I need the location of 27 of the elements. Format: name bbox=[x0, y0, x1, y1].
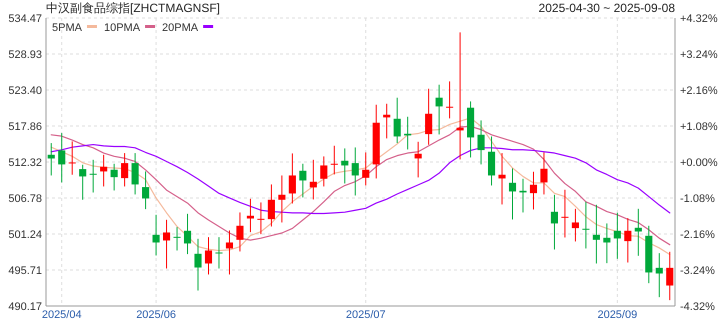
y-tick-label: 495.71 bbox=[8, 264, 42, 277]
y-tick-label: 534.47 bbox=[8, 13, 42, 25]
y-tick-label: 523.40 bbox=[8, 84, 42, 97]
chart-title: 中汉副食品综指[ZHCTMAGNSF] bbox=[46, 1, 220, 15]
y2-tick-label: +4.32% bbox=[680, 13, 718, 25]
x-tick-label: 2025/09 bbox=[597, 309, 638, 320]
y2-tick-label: +1.08% bbox=[680, 121, 718, 133]
y2-tick-label: -4.32% bbox=[680, 301, 716, 313]
legend-label: 5PMA bbox=[52, 22, 83, 34]
y-tick-label: 528.93 bbox=[8, 49, 42, 62]
x-tick-label: 2025/06 bbox=[136, 309, 176, 320]
y2-tick-label: +0.00% bbox=[680, 157, 718, 169]
chart-subtitle: 2025-04-30 ~ 2025-09-08 bbox=[538, 1, 676, 15]
y2-tick-label: +2.16% bbox=[680, 85, 718, 97]
y-tick-label: 506.78 bbox=[8, 193, 42, 206]
legend-label: 20PMA bbox=[162, 22, 199, 34]
y-tick-label: 501.24 bbox=[8, 229, 42, 242]
y2-tick-label: +3.24% bbox=[680, 49, 718, 61]
y-tick-label: 517.86 bbox=[8, 120, 42, 133]
y-tick-label: 512.32 bbox=[8, 157, 42, 169]
y2-tick-label: -1.08% bbox=[680, 193, 716, 205]
y-tick-label: 490.17 bbox=[8, 301, 42, 313]
x-tick-label: 2025/07 bbox=[346, 309, 386, 320]
y2-tick-label: -3.24% bbox=[680, 265, 716, 277]
x-tick-label: 2025/04 bbox=[42, 309, 82, 320]
y2-tick-label: -2.16% bbox=[680, 229, 716, 241]
legend-label: 10PMA bbox=[104, 22, 141, 34]
